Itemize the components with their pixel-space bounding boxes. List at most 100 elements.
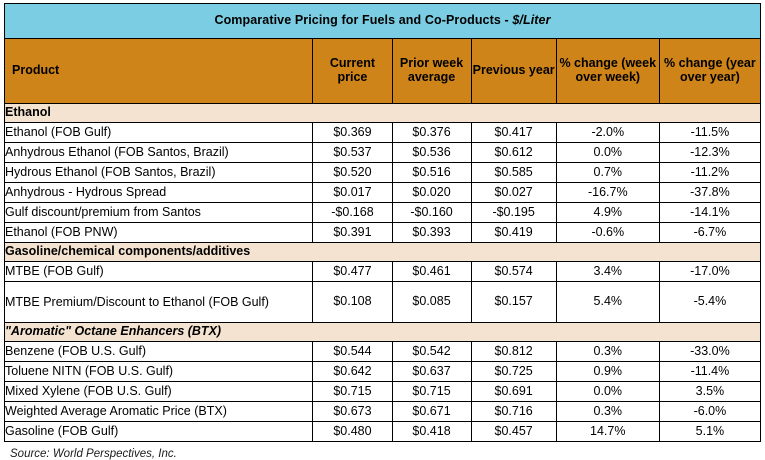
cell-prior-week-average: $0.542	[391, 341, 472, 362]
cell-current-price: $0.537	[312, 142, 393, 163]
cell-product: Anhydrous Ethanol (FOB Santos, Brazil)	[3, 142, 314, 163]
cell-pct-change-week: 0.9%	[555, 361, 660, 382]
title-row: Comparative Pricing for Fuels and Co-Pro…	[4, 3, 761, 39]
cell-previous-year: $0.157	[470, 281, 557, 323]
cell-pct-change-week: 0.3%	[555, 401, 660, 422]
cell-previous-year: $0.457	[470, 421, 557, 442]
cell-current-price: $0.715	[312, 381, 393, 402]
cell-product: MTBE (FOB Gulf)	[3, 261, 314, 282]
cell-pct-change-year: -11.4%	[658, 361, 762, 382]
cell-previous-year: $0.716	[470, 401, 557, 422]
table-body: Ethanol Ethanol (FOB Gulf) $0.369 $0.376 $0.…	[3, 103, 762, 442]
table-row: Anhydrous - Hydrous Spread $0.017 $0.020 $0…	[3, 182, 762, 203]
cell-pct-change-week: 4.9%	[555, 202, 660, 223]
column-header-prior-week-average: Prior week average	[391, 38, 472, 104]
cell-pct-change-week: 0.7%	[555, 162, 660, 183]
section-heading: "Aromatic" Octane Enhancers (BTX)	[4, 322, 761, 342]
cell-pct-change-year: -37.8%	[658, 182, 762, 203]
cell-product: MTBE Premium/Discount to Ethanol (FOB Gu…	[3, 281, 314, 323]
cell-product: Ethanol (FOB PNW)	[3, 222, 314, 243]
cell-previous-year: $0.027	[470, 182, 557, 203]
table-row: Ethanol (FOB PNW) $0.391 $0.393 $0.419 -0.6%…	[3, 222, 762, 243]
cell-pct-change-week: 3.4%	[555, 261, 660, 282]
cell-pct-change-year: -33.0%	[658, 341, 762, 362]
cell-pct-change-year: -14.1%	[658, 202, 762, 223]
cell-prior-week-average: -$0.160	[391, 202, 472, 223]
cell-current-price: $0.017	[312, 182, 393, 203]
cell-pct-change-year: -12.3%	[658, 142, 762, 163]
cell-current-price: $0.520	[312, 162, 393, 183]
cell-prior-week-average: $0.637	[391, 361, 472, 382]
cell-current-price: $0.369	[312, 122, 393, 143]
source-note: Source: World Perspectives, Inc.	[10, 448, 177, 460]
cell-pct-change-year: -11.2%	[658, 162, 762, 183]
cell-previous-year: $0.812	[470, 341, 557, 362]
comparative-pricing-table: Comparative Pricing for Fuels and Co-Pro…	[3, 3, 762, 442]
table-row: Gasoline (FOB Gulf) $0.480 $0.418 $0.457 14.…	[3, 421, 762, 442]
cell-pct-change-year: 3.5%	[658, 381, 762, 402]
cell-previous-year: $0.691	[470, 381, 557, 402]
pricing-table-sheet: Comparative Pricing for Fuels and Co-Pro…	[3, 3, 762, 460]
section-header-row: "Aromatic" Octane Enhancers (BTX)	[4, 322, 761, 342]
cell-current-price: -$0.168	[312, 202, 393, 223]
cell-pct-change-year: -17.0%	[658, 261, 762, 282]
cell-product: Mixed Xylene (FOB U.S. Gulf)	[3, 381, 314, 402]
column-header-current-price: Current price	[312, 38, 393, 104]
section-heading: Gasoline/chemical components/additives	[4, 242, 761, 262]
cell-pct-change-week: 5.4%	[555, 281, 660, 323]
cell-pct-change-year: -11.5%	[658, 122, 762, 143]
cell-current-price: $0.642	[312, 361, 393, 382]
cell-current-price: $0.480	[312, 421, 393, 442]
table-title: Comparative Pricing for Fuels and Co-Pro…	[4, 3, 761, 39]
cell-previous-year: $0.574	[470, 261, 557, 282]
table-row: Ethanol (FOB Gulf) $0.369 $0.376 $0.417 -2.0…	[3, 122, 762, 143]
cell-pct-change-week: -16.7%	[555, 182, 660, 203]
cell-product: Weighted Average Aromatic Price (BTX)	[3, 401, 314, 422]
cell-previous-year: $0.612	[470, 142, 557, 163]
cell-pct-change-week: 0.0%	[555, 142, 660, 163]
section-header-row: Ethanol	[4, 103, 761, 123]
cell-product: Hydrous Ethanol (FOB Santos, Brazil)	[3, 162, 314, 183]
cell-pct-change-week: 0.3%	[555, 341, 660, 362]
table-row: Hydrous Ethanol (FOB Santos, Brazil) $0.5…	[3, 162, 762, 183]
table-row: Anhydrous Ethanol (FOB Santos, Brazil) $0…	[3, 142, 762, 163]
table-row: Mixed Xylene (FOB U.S. Gulf) $0.715 $0.715…	[3, 381, 762, 402]
cell-previous-year: $0.417	[470, 122, 557, 143]
cell-prior-week-average: $0.671	[391, 401, 472, 422]
cell-pct-change-year: -6.0%	[658, 401, 762, 422]
section-header-row: Gasoline/chemical components/additives	[4, 242, 761, 262]
table-title-main: Comparative Pricing for Fuels and Co-Pro…	[214, 13, 513, 28]
cell-product: Benzene (FOB U.S. Gulf)	[3, 341, 314, 362]
cell-current-price: $0.477	[312, 261, 393, 282]
cell-previous-year: $0.725	[470, 361, 557, 382]
cell-previous-year: $0.419	[470, 222, 557, 243]
column-header-pct-change-year: % change (year over year)	[658, 38, 762, 104]
cell-current-price: $0.544	[312, 341, 393, 362]
table-title-unit: $/Liter	[512, 13, 551, 28]
cell-product: Anhydrous - Hydrous Spread	[3, 182, 314, 203]
column-header-row: Product Current price Prior week average…	[3, 38, 762, 104]
cell-previous-year: $0.585	[470, 162, 557, 183]
cell-product: Ethanol (FOB Gulf)	[3, 122, 314, 143]
table-row: Gulf discount/premium from Santos -$0.168…	[3, 202, 762, 223]
cell-product: Gulf discount/premium from Santos	[3, 202, 314, 223]
cell-pct-change-week: 0.0%	[555, 381, 660, 402]
table-row: MTBE Premium/Discount to Ethanol (FOB Gu…	[3, 281, 762, 323]
cell-prior-week-average: $0.516	[391, 162, 472, 183]
column-header-pct-change-week: % change (week over week)	[555, 38, 660, 104]
cell-pct-change-week: 14.7%	[555, 421, 660, 442]
cell-current-price: $0.673	[312, 401, 393, 422]
cell-pct-change-year: -6.7%	[658, 222, 762, 243]
cell-product: Toluene NITN (FOB U.S. Gulf)	[3, 361, 314, 382]
cell-pct-change-week: -2.0%	[555, 122, 660, 143]
cell-pct-change-week: -0.6%	[555, 222, 660, 243]
table-row: Weighted Average Aromatic Price (BTX) $0.…	[3, 401, 762, 422]
cell-prior-week-average: $0.461	[391, 261, 472, 282]
cell-prior-week-average: $0.418	[391, 421, 472, 442]
cell-prior-week-average: $0.376	[391, 122, 472, 143]
cell-prior-week-average: $0.393	[391, 222, 472, 243]
cell-prior-week-average: $0.020	[391, 182, 472, 203]
section-heading: Ethanol	[4, 103, 761, 123]
table-row: MTBE (FOB Gulf) $0.477 $0.461 $0.574 3.4% -17…	[3, 261, 762, 282]
cell-current-price: $0.108	[312, 281, 393, 323]
